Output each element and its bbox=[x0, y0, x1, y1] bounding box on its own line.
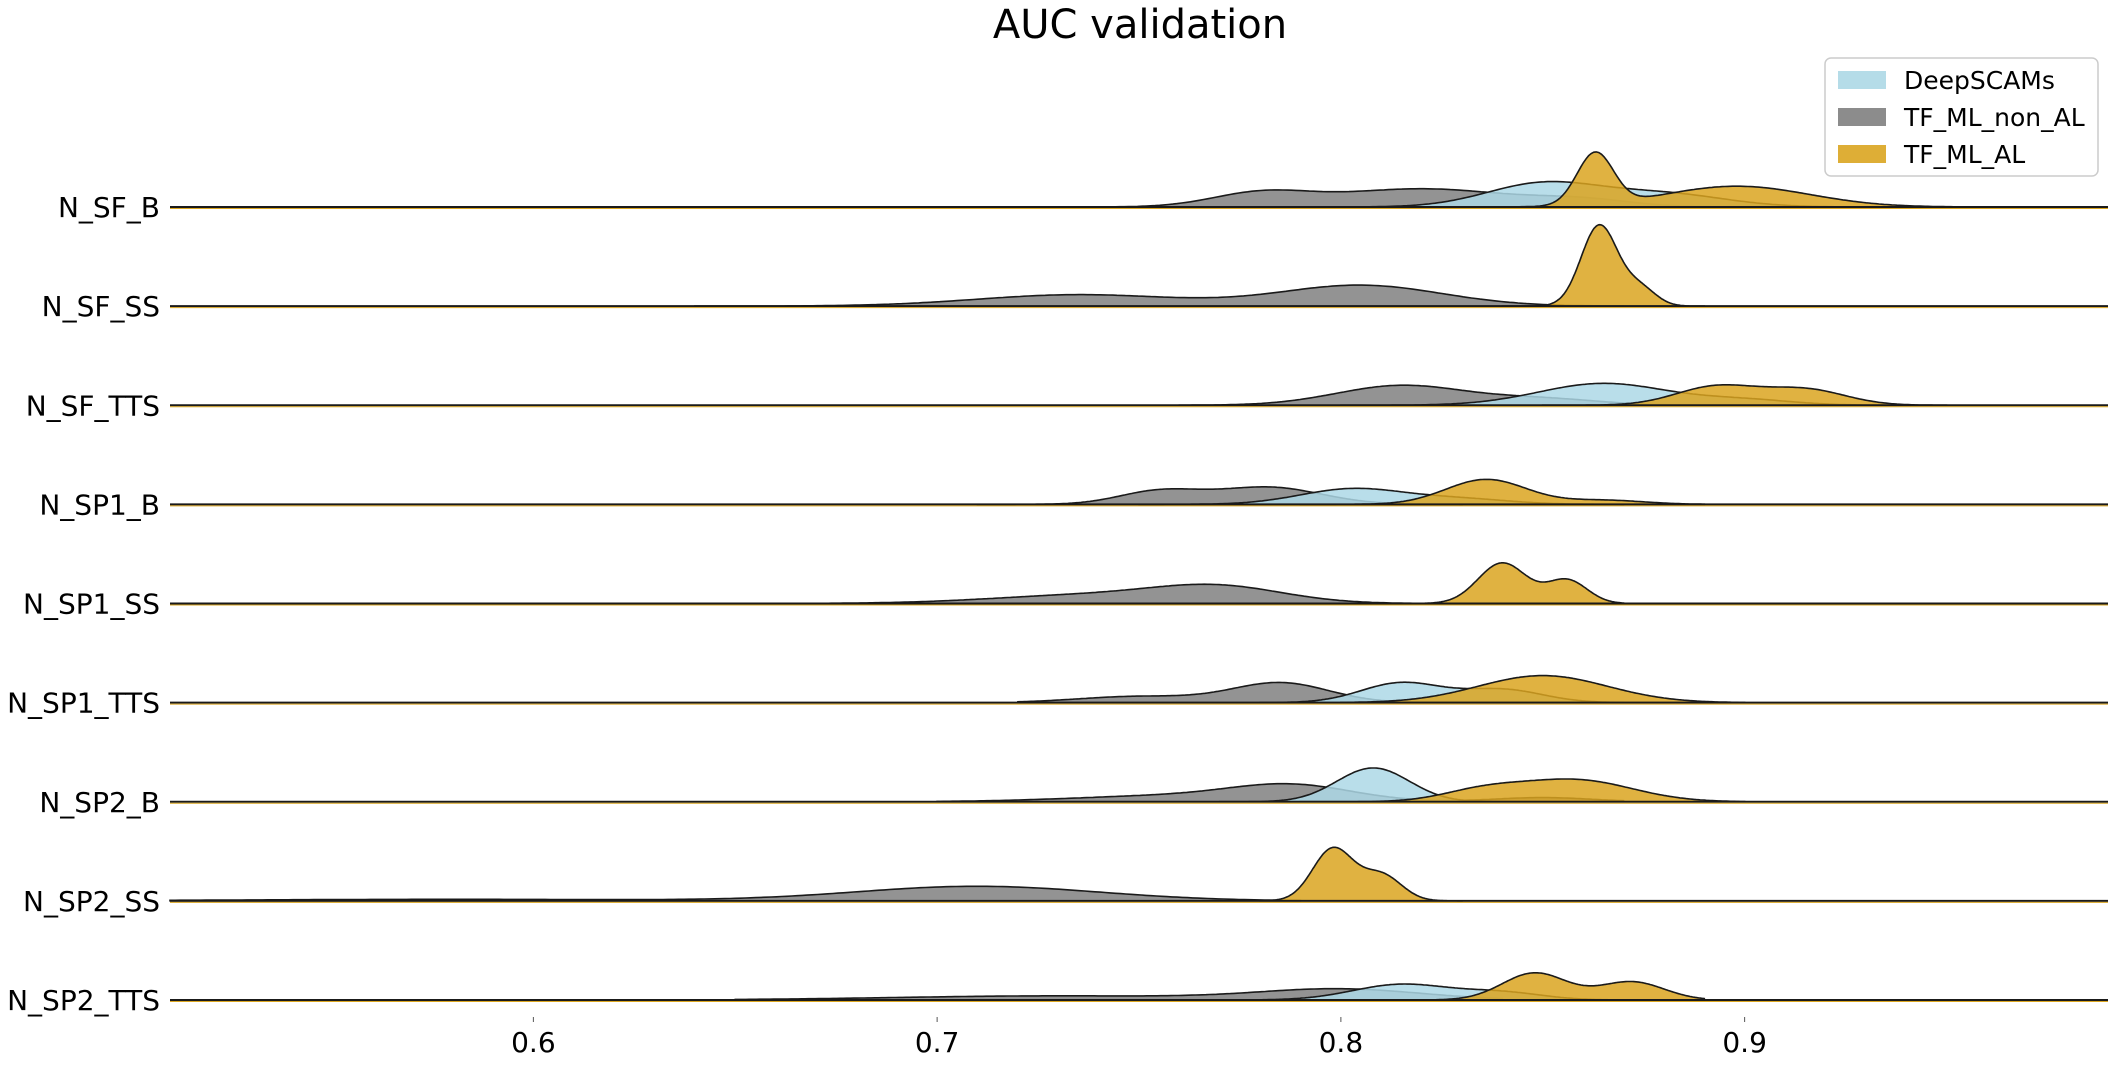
ridge-n-sp2-tts: N_SP2_TTS bbox=[7, 972, 2108, 1017]
row-label-n-sf-ss: N_SF_SS bbox=[42, 290, 160, 323]
legend-frame bbox=[1824, 57, 2099, 177]
density-n-sf-ss-tf-ml-non-al bbox=[694, 284, 1625, 307]
ridge-n-sp1-ss: N_SP1_SS bbox=[23, 562, 2108, 621]
legend-swatch-tf-ml-al bbox=[1838, 145, 1886, 163]
ridge-n-sp1-tts: N_SP1_TTS bbox=[7, 674, 2108, 720]
density-n-sp1-ss-tf-ml-al bbox=[1420, 562, 1625, 605]
density-n-sp1-tts-tf-ml-al bbox=[1340, 674, 1746, 704]
x-tick-label: 0.6 bbox=[511, 1026, 556, 1059]
row-label-n-sp1-b: N_SP1_B bbox=[39, 488, 160, 521]
ridge-n-sf-tts: N_SF_TTS bbox=[26, 382, 2108, 422]
legend: DeepSCAMs TF_ML_non_AL TF_ML_AL bbox=[1824, 57, 2099, 177]
ridge-n-sf-ss: N_SF_SS bbox=[42, 223, 2108, 323]
legend-label-deepscams: DeepSCAMs bbox=[1904, 66, 2055, 95]
density-n-sp2-ss-tf-ml-non-al bbox=[169, 885, 1302, 902]
ridge-n-sp2-ss: N_SP2_SS bbox=[23, 846, 2108, 918]
row-label-n-sf-b: N_SF_B bbox=[58, 191, 160, 224]
density-n-sp1-ss-tf-ml-non-al bbox=[774, 583, 1423, 605]
legend-items: DeepSCAMs TF_ML_non_AL TF_ML_AL bbox=[1838, 66, 2085, 169]
density-n-sp2-ss-tf-ml-al bbox=[1259, 846, 1463, 902]
ridge-n-sf-b: N_SF_B bbox=[58, 151, 2108, 224]
x-tick-label: 0.8 bbox=[1319, 1026, 1364, 1059]
row-label-n-sp1-tts: N_SP1_TTS bbox=[7, 687, 160, 720]
density-n-sp2-tts-tf-ml-al bbox=[1420, 972, 1706, 1001]
row-label-n-sp1-ss: N_SP1_SS bbox=[23, 588, 160, 621]
density-n-sf-ss-tf-ml-al bbox=[1501, 223, 1706, 307]
chart-title: AUC validation bbox=[993, 2, 1287, 48]
row-label-n-sf-tts: N_SF_TTS bbox=[26, 389, 160, 422]
legend-label-tf-ml-non-al: TF_ML_non_AL bbox=[1903, 103, 2085, 132]
row-label-n-sp2-tts: N_SP2_TTS bbox=[7, 984, 160, 1017]
x-tick-label: 0.7 bbox=[915, 1026, 960, 1059]
ridge-n-sp1-b: N_SP1_B bbox=[39, 478, 2108, 521]
legend-swatch-tf-ml-non-al bbox=[1838, 108, 1886, 126]
legend-swatch-deepscams bbox=[1838, 71, 1886, 89]
legend-label-tf-ml-al: TF_ML_AL bbox=[1903, 140, 2025, 169]
x-tick-label: 0.9 bbox=[1722, 1026, 1767, 1059]
row-label-n-sp2-ss: N_SP2_SS bbox=[23, 885, 160, 918]
ridge-n-sp2-b: N_SP2_B bbox=[39, 767, 2108, 819]
x-axis: 0.6 0.7 0.8 0.9 bbox=[511, 1017, 1767, 1059]
row-label-n-sp2-b: N_SP2_B bbox=[39, 786, 160, 819]
ridge-rows: N_SF_B N_SF_SS N_SF_TTS N_SP1_B N_SP1_SS N_SP… bbox=[7, 151, 2108, 1017]
